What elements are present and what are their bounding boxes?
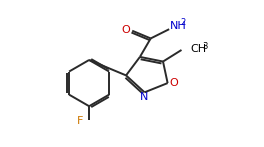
Text: 3: 3	[202, 42, 208, 51]
Text: O: O	[170, 78, 178, 88]
Text: F: F	[77, 116, 83, 126]
Text: O: O	[121, 25, 130, 35]
Text: N: N	[140, 92, 149, 102]
Text: 2: 2	[180, 18, 186, 27]
Text: CH: CH	[191, 44, 207, 54]
Text: NH: NH	[170, 21, 187, 31]
